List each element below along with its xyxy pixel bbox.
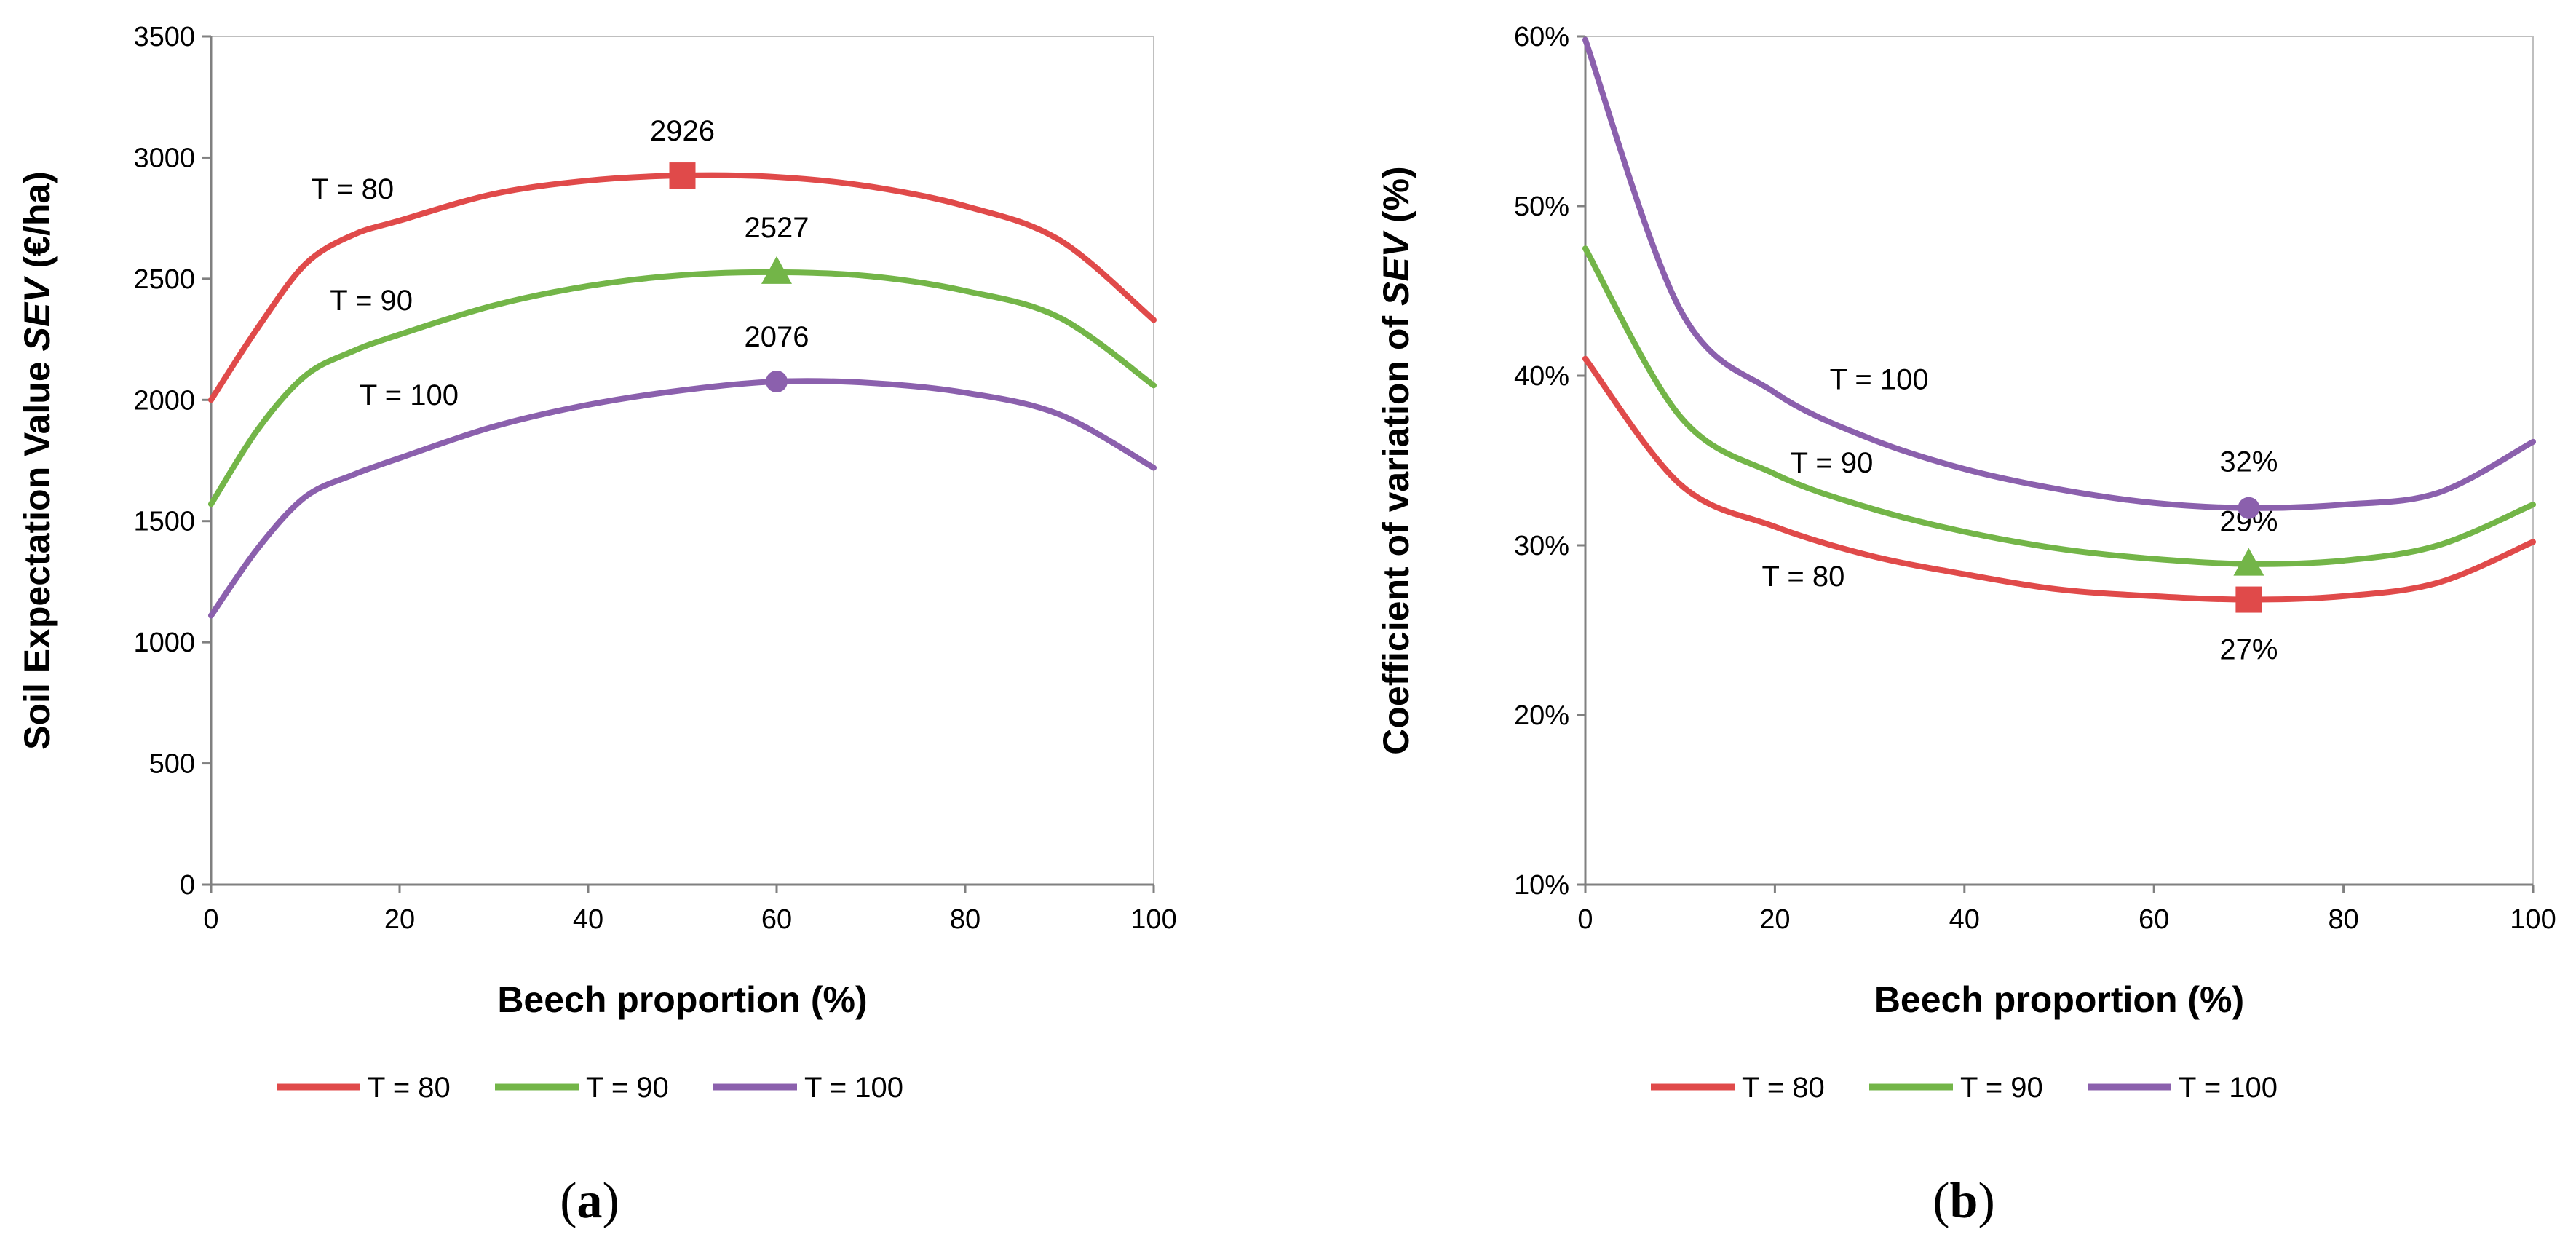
x-tick-label: 0 (1577, 904, 1593, 935)
panel-label: (a) (560, 1173, 619, 1229)
series-annotation: T = 100 (1830, 364, 1929, 396)
y-axis-title: Coefficient of variation of SEV (%) (1376, 166, 1416, 754)
data-label: 32% (2219, 446, 2278, 478)
y-tick-label: 2500 (133, 264, 195, 295)
series-annotation: T = 100 (360, 379, 459, 411)
x-tick-label: 40 (573, 904, 603, 935)
max-marker-circle (766, 370, 788, 392)
series-line-t80 (1582, 355, 2536, 603)
x-tick-label: 40 (1949, 904, 1980, 935)
chart-panel-a: 0 500 1000 1500 2000 2500 3000 3500 0 20 40 60 80 100… (17, 22, 1177, 1229)
y-tick-label: 3000 (133, 143, 195, 173)
x-tick-label: 60 (761, 904, 792, 935)
y-axis-title: Soil Expectation Value SEV (€/ha) (17, 171, 58, 750)
panel-label-part: b (1950, 1173, 1978, 1229)
max-marker-triangle (2233, 548, 2264, 576)
x-tick-label: 20 (1759, 904, 1790, 935)
y-axis-title-part: SEV (17, 276, 58, 352)
legend-label: T = 100 (2179, 1072, 2278, 1104)
y-axis-title-part: Soil Expectation Value (17, 351, 58, 749)
series-annotation: T = 80 (1762, 561, 1845, 593)
legend-label: T = 80 (1742, 1072, 1825, 1104)
data-label: 2527 (745, 212, 809, 244)
plot-area (1585, 36, 2534, 885)
y-tick-label: 1000 (133, 628, 195, 658)
x-tick-label: 100 (2510, 904, 2556, 935)
series-line-t80 (208, 172, 1157, 403)
data-label: 2926 (650, 115, 715, 147)
x-axis-title: Beech proportion (%) (497, 979, 867, 1020)
x-tick-label: 20 (384, 904, 415, 935)
y-axis-title-part: (%) (1376, 166, 1416, 233)
chart-panel-b: 10% 20% 30% 40% 50% 60% 0 20 40 60 80 100 Beech prop… (1376, 22, 2556, 1229)
y-tick-label: 3500 (133, 22, 195, 52)
max-marker-circle (2238, 497, 2260, 519)
legend-label: T = 90 (586, 1072, 669, 1104)
max-marker-triangle (761, 256, 792, 284)
panel-label-part: ) (603, 1173, 619, 1229)
y-tick-label: 2000 (133, 385, 195, 416)
max-marker-square (2235, 586, 2262, 613)
series-annotation: T = 90 (330, 285, 413, 317)
x-tick-label: 60 (2139, 904, 2169, 935)
series-line-t100 (208, 378, 1157, 619)
y-tick-label: 30% (1514, 531, 1569, 561)
y-tick-label: 500 (149, 749, 195, 780)
panel-label-part: ( (560, 1173, 576, 1229)
max-marker-square (669, 162, 696, 189)
legend-label: T = 100 (804, 1072, 903, 1104)
data-label: 2076 (745, 321, 809, 353)
panel-label-part: ( (1933, 1173, 1949, 1229)
y-axis-title-part: Coefficient of variation of (1376, 306, 1416, 755)
legend-label: T = 80 (368, 1072, 451, 1104)
y-tick-label: 60% (1514, 22, 1569, 52)
panel-label-part: ) (1978, 1173, 1994, 1229)
x-tick-label: 80 (2328, 904, 2358, 935)
panel-label: (b) (1933, 1173, 1995, 1229)
series-annotation: T = 80 (311, 173, 394, 205)
y-tick-label: 0 (180, 870, 195, 901)
legend-label: T = 90 (1960, 1072, 2043, 1104)
series-line-t90 (208, 269, 1157, 507)
y-axis-title-part: (€/ha) (17, 171, 58, 278)
y-tick-label: 20% (1514, 700, 1569, 731)
y-tick-label: 10% (1514, 870, 1569, 901)
series-line-t90 (1582, 245, 2536, 567)
x-tick-label: 100 (1130, 904, 1176, 935)
panel-label-part: a (577, 1173, 603, 1229)
series-line-t100 (1582, 36, 2536, 511)
y-tick-label: 50% (1514, 191, 1569, 222)
x-axis-title: Beech proportion (%) (1874, 979, 2244, 1020)
x-tick-label: 80 (950, 904, 980, 935)
data-label: 27% (2219, 634, 2278, 666)
series-annotation: T = 90 (1791, 447, 1874, 479)
y-tick-label: 1500 (133, 507, 195, 537)
x-tick-label: 0 (203, 904, 218, 935)
y-axis-title-part: SEV (1376, 230, 1416, 306)
y-tick-label: 40% (1514, 361, 1569, 392)
